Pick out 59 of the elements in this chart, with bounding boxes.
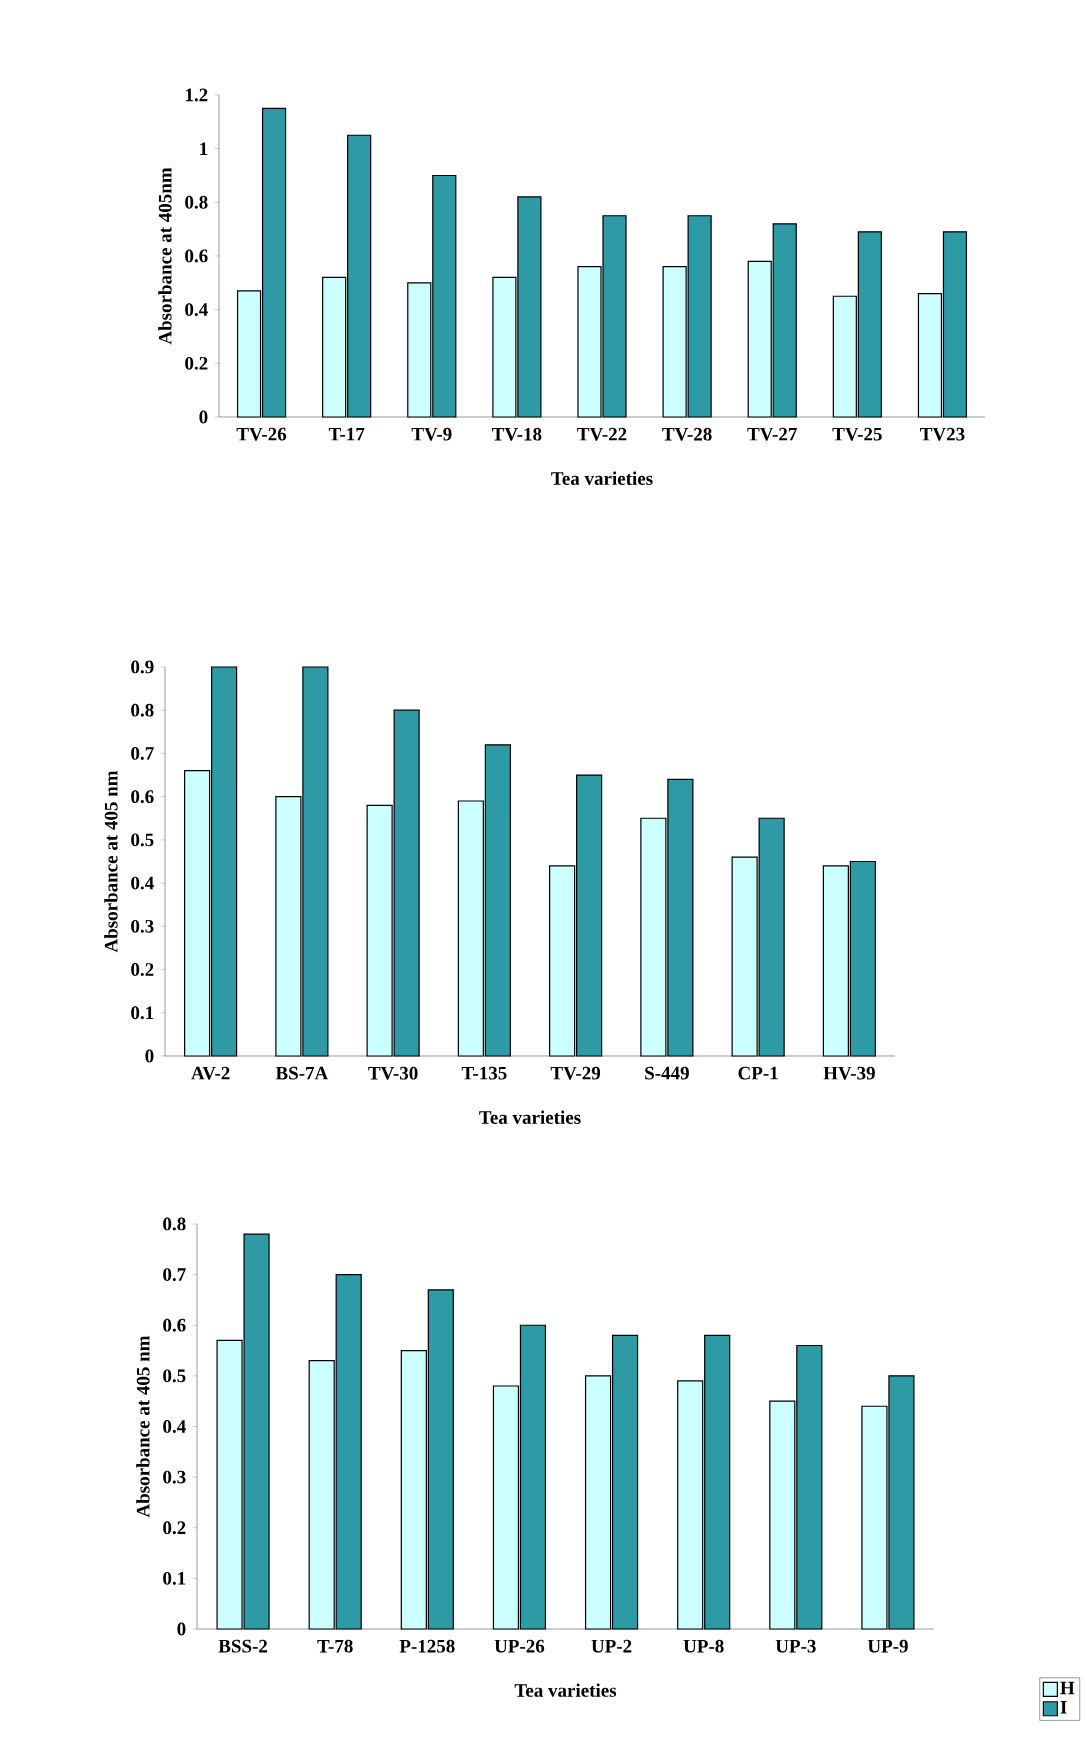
x-tick-label: TV-25 [832, 427, 882, 441]
y-tick-label: 0.1 [131, 1006, 154, 1020]
legend-label: H [1060, 1681, 1075, 1695]
x-tick-label: TV-26 [236, 427, 287, 441]
x-tick-label: UP-8 [683, 1639, 724, 1653]
y-tick-label: 0.8 [163, 1217, 186, 1231]
y-tick-label: 0.6 [131, 790, 154, 804]
y-tick-label: 0.7 [131, 746, 154, 760]
y-tick-label: 0 [177, 1622, 186, 1636]
y-tick-label: 0.2 [131, 963, 154, 976]
x-tick-label: TV-28 [662, 427, 712, 441]
x-axis-title: Tea varieties [479, 1110, 581, 1124]
y-tick-label: 0.4 [163, 1420, 186, 1433]
x-tick-label: UP-2 [591, 1639, 632, 1653]
x-tick-label: TV-22 [577, 427, 627, 441]
y-tick-label: 0.7 [163, 1268, 186, 1282]
y-tick-label: 0.4 [185, 303, 208, 317]
x-tick-label: TV-9 [411, 427, 452, 441]
x-tick-label: T-17 [328, 427, 365, 441]
x-tick-label: TV-18 [492, 427, 542, 441]
y-tick-label: 0.2 [163, 1521, 186, 1535]
y-tick-label: 0.9 [131, 660, 154, 674]
x-tick-label: CP-1 [738, 1066, 778, 1080]
y-tick-label: 1.2 [185, 88, 208, 102]
x-tick-label: P-1258 [399, 1639, 455, 1653]
y-tick-label: 0.4 [131, 876, 154, 890]
y-tick-label: 0.5 [163, 1369, 186, 1383]
x-tick-label: T-135 [461, 1066, 507, 1080]
y-axis-title: Absorbance at 405 nm [104, 770, 118, 953]
y-tick-label: 0.3 [131, 919, 154, 933]
y-tick-label: 0.6 [163, 1318, 186, 1332]
y-tick-label: 0.2 [185, 356, 208, 370]
y-tick-label: 0 [145, 1049, 154, 1063]
x-tick-label: S-449 [645, 1066, 689, 1080]
x-tick-label: HV-39 [823, 1066, 875, 1080]
y-tick-label: 0.8 [185, 195, 208, 209]
x-tick-label: UP-3 [775, 1639, 816, 1653]
y-tick-label: 0.6 [185, 249, 208, 263]
y-tick-label: 0.8 [131, 703, 154, 717]
x-tick-label: UP-9 [867, 1639, 908, 1653]
x-axis-title: Tea varieties [514, 1683, 617, 1697]
x-tick-label: T-78 [317, 1639, 353, 1653]
y-tick-label: 0.1 [163, 1571, 186, 1585]
x-tick-label: AV-2 [191, 1066, 230, 1080]
x-tick-label: BSS-2 [218, 1639, 268, 1653]
x-tick-label: BS-7A [275, 1066, 329, 1080]
y-tick-label: 0 [199, 410, 208, 424]
y-tick-label: 1 [200, 142, 208, 155]
y-axis-title: Absorbance at 405nm [158, 167, 172, 345]
x-axis-title: Tea varieties [551, 471, 653, 485]
x-tick-label: TV-29 [550, 1066, 601, 1080]
y-axis-title: Absorbance at 405 nm [136, 1335, 150, 1518]
x-tick-label: UP-26 [494, 1639, 545, 1653]
y-tick-label: 0.5 [131, 833, 154, 847]
legend-label: I [1060, 1701, 1067, 1714]
x-tick-label: TV23 [920, 427, 965, 441]
x-tick-label: TV-30 [368, 1066, 418, 1080]
y-tick-label: 0.3 [163, 1470, 186, 1484]
x-tick-label: TV-27 [747, 427, 797, 441]
